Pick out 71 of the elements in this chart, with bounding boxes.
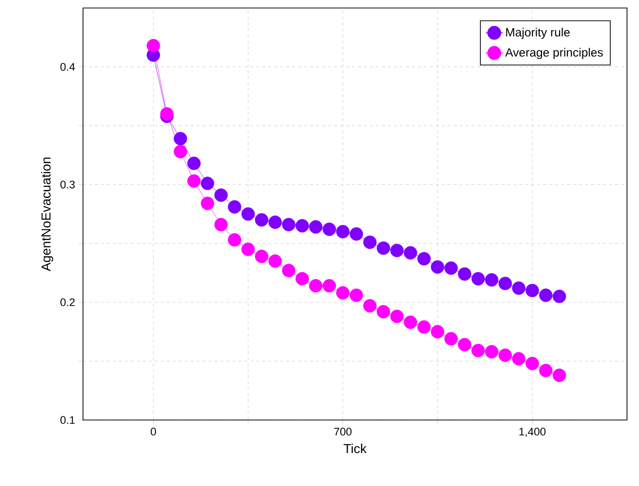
point [214, 218, 228, 232]
point [350, 288, 364, 302]
point [444, 332, 458, 346]
point [458, 267, 472, 281]
point [336, 224, 350, 238]
point [552, 368, 566, 382]
point [200, 196, 214, 210]
point [417, 320, 431, 334]
point [296, 219, 309, 232]
point [376, 241, 390, 255]
point [228, 200, 242, 214]
point [363, 299, 377, 312]
point [268, 216, 282, 229]
point [498, 348, 512, 362]
point [471, 344, 485, 358]
point [539, 364, 553, 378]
point [350, 227, 364, 241]
point [430, 325, 444, 338]
point [363, 236, 377, 249]
x-axis-title: Tick [344, 444, 367, 454]
point [498, 276, 512, 290]
point [160, 107, 174, 121]
point [309, 220, 322, 234]
point [187, 174, 201, 188]
y-tick-label: 0.4 [60, 62, 75, 71]
y-tick-label: 0.2 [60, 298, 75, 306]
point [512, 281, 526, 295]
point [174, 144, 188, 158]
point [241, 242, 255, 256]
point [200, 176, 214, 190]
point [526, 284, 539, 298]
point [322, 222, 336, 236]
x-tick-label: 0 [150, 428, 156, 436]
point [309, 279, 322, 292]
point [296, 272, 309, 286]
point [282, 264, 296, 278]
point [526, 356, 539, 370]
point [430, 260, 444, 274]
point [404, 246, 418, 260]
point [458, 338, 472, 352]
point [282, 218, 296, 232]
point [404, 316, 418, 329]
point [444, 261, 458, 275]
point [322, 279, 336, 292]
y-axis-title: AgentNoEvacuation [41, 158, 54, 272]
point [146, 38, 160, 52]
y-tick-label: 0.1 [60, 416, 75, 424]
y-tick-label: 0.3 [60, 180, 75, 188]
point [214, 188, 228, 202]
point [254, 213, 268, 227]
x-tick-label: 1,400 [519, 428, 546, 437]
point [241, 207, 255, 221]
point [471, 272, 485, 286]
point [552, 290, 566, 304]
point [174, 132, 188, 146]
legend-label: Average principles [505, 48, 603, 60]
point [417, 252, 431, 266]
x-tick-label: 700 [334, 428, 352, 436]
point [254, 250, 268, 264]
point [390, 244, 404, 258]
point [390, 310, 404, 324]
point [336, 286, 350, 300]
point [187, 156, 201, 170]
point [484, 273, 498, 287]
point [539, 288, 553, 302]
point [484, 345, 498, 358]
point [268, 254, 282, 268]
point [512, 352, 526, 366]
point [376, 304, 390, 318]
legend-label: Majority rule [506, 28, 570, 39]
point [228, 233, 242, 247]
